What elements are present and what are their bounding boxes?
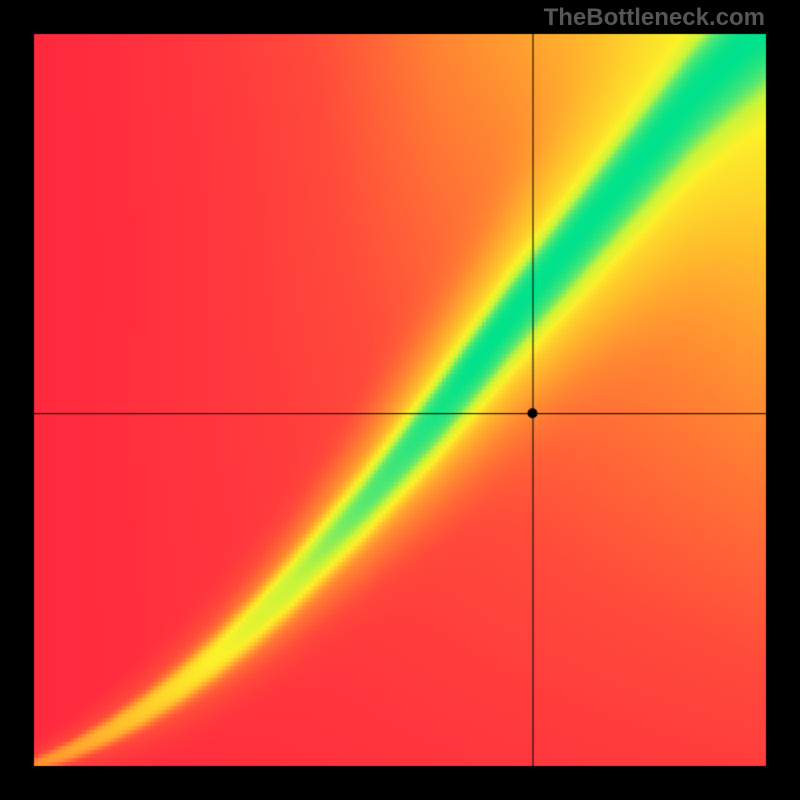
watermark-text: TheBottleneck.com	[544, 4, 765, 32]
bottleneck-heatmap	[0, 0, 800, 800]
